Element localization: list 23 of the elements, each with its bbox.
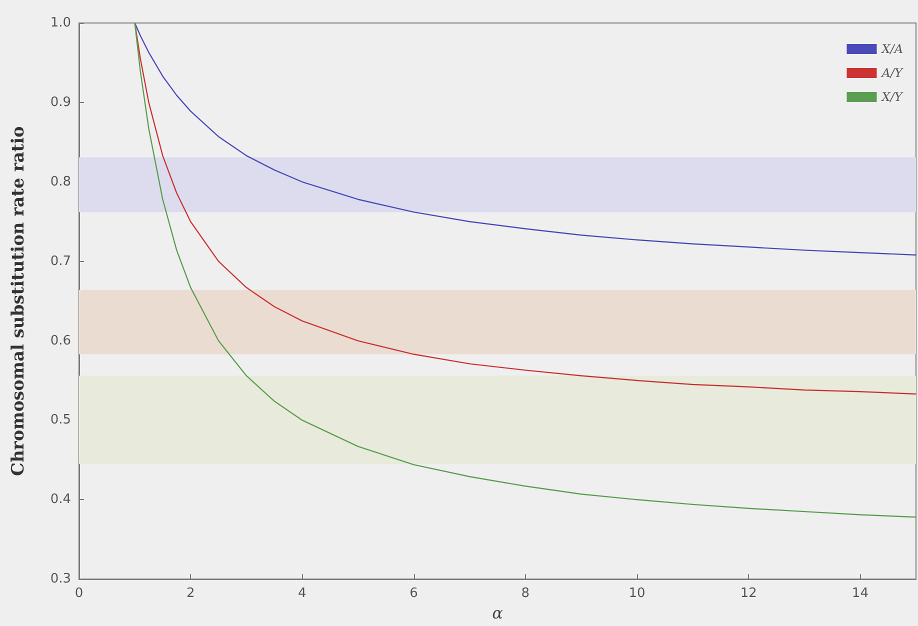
legend-label: A/Y [880,66,904,80]
x-tick-label: 12 [740,586,757,602]
x-tick-label: 14 [852,586,868,602]
y-axis-title: Chromosomal substitution rate ratio [8,126,28,476]
y-tick-label: 0.9 [50,94,71,110]
legend-label: X/Y [880,90,904,104]
y-tick-label: 0.3 [50,572,71,587]
x-tick-label: 8 [521,586,530,602]
x-tick-label: 0 [74,586,84,602]
x-tick-label: 6 [410,586,418,602]
y-tick-label: 0.4 [50,492,71,508]
legend-label: X/A [880,42,904,56]
x-tick-label: 4 [298,586,306,602]
x-tick-label: 10 [628,586,646,602]
y-tick-label: 0.6 [50,333,71,348]
x-tick-label: 2 [186,586,195,602]
y-tick-label: 1.0 [50,16,71,30]
line-series [134,22,917,518]
y-tick-label: 0.7 [50,254,71,269]
y-tick-label: 0.5 [50,412,71,428]
line-series [134,22,917,256]
x-axis-title: α [492,604,504,622]
y-tick-label: 0.8 [50,174,71,190]
